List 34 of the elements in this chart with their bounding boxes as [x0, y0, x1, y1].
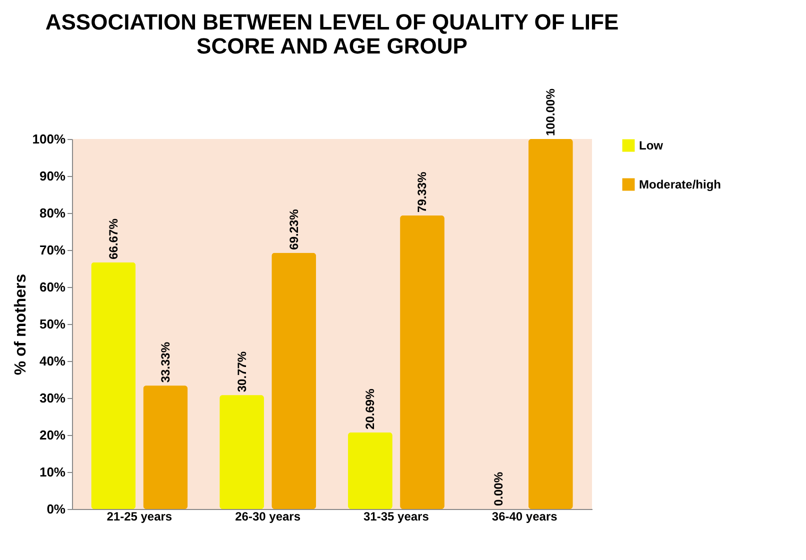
bar — [220, 395, 264, 509]
y-axis-title: % of mothers — [12, 274, 30, 376]
y-tick-label: 100% — [32, 132, 66, 146]
bar — [91, 262, 136, 509]
y-tick-label: 90% — [39, 168, 66, 184]
data-label: 30.77% — [234, 351, 249, 392]
y-tick-label: 60% — [39, 280, 66, 294]
data-label: 20.69% — [363, 388, 378, 430]
legend-label: Low — [639, 138, 664, 152]
x-tick-label: 31-35 years — [364, 510, 430, 524]
data-label: 100.00% — [544, 88, 558, 136]
y-tick-label: 20% — [39, 428, 66, 442]
y-tick-label: 30% — [39, 390, 66, 406]
y-tick-label: 50% — [39, 316, 66, 332]
legend-label: Moderate/high — [639, 178, 722, 192]
x-tick-label: 26-30 years — [235, 510, 301, 524]
bar — [528, 139, 573, 509]
chart-title: ASSOCIATION BETWEEN LEVEL OF QUALITY OF LIFE SCORE AND AGE GROUP — [45, 10, 619, 59]
data-label: 0.00% — [492, 472, 506, 506]
bar — [272, 252, 316, 509]
data-label: 66.67% — [106, 218, 120, 260]
data-label: 33.33% — [158, 342, 172, 383]
x-tick-label: 36-40 years — [492, 510, 558, 524]
data-label: 69.23% — [286, 208, 301, 250]
y-tick-label: 40% — [39, 354, 66, 368]
x-tick-label: 21-25 years — [106, 510, 172, 524]
data-label: 79.33% — [415, 171, 430, 212]
y-tick-label: 80% — [39, 206, 66, 220]
bar — [400, 215, 444, 509]
y-tick-label: 70% — [39, 242, 66, 258]
y-tick-label: 0% — [46, 502, 66, 516]
y-tick-label: 10% — [39, 464, 66, 480]
bar — [348, 432, 392, 509]
bar — [143, 386, 188, 509]
